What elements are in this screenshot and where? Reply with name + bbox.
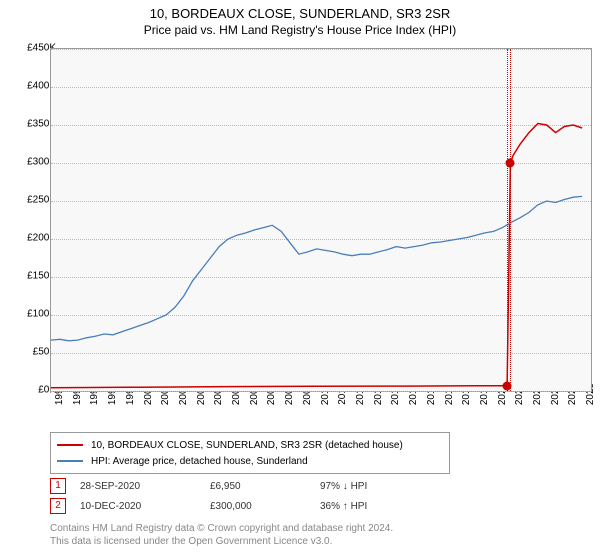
legend-swatch	[57, 444, 83, 446]
legend-label: 10, BORDEAUX CLOSE, SUNDERLAND, SR3 2SR …	[91, 440, 403, 451]
legend-item: HPI: Average price, detached house, Sund…	[57, 453, 443, 469]
transaction-price: £6,950	[210, 481, 320, 492]
transaction-date: 28-SEP-2020	[80, 481, 210, 492]
transaction-badge: 1	[50, 478, 66, 494]
legend-item: 10, BORDEAUX CLOSE, SUNDERLAND, SR3 2SR …	[57, 437, 443, 453]
transaction-diff: 36% ↑ HPI	[320, 501, 430, 512]
footer-line: This data is licensed under the Open Gov…	[50, 535, 393, 548]
transaction-row: 2 10-DEC-2020 £300,000 36% ↑ HPI	[50, 496, 430, 516]
series-hpi	[51, 196, 582, 340]
series-price_paid	[51, 124, 582, 388]
transaction-row: 1 28-SEP-2020 £6,950 97% ↓ HPI	[50, 476, 430, 496]
transaction-price: £300,000	[210, 501, 320, 512]
chart-subtitle: Price paid vs. HM Land Registry's House …	[0, 21, 600, 37]
plot-area: 2	[50, 48, 592, 392]
chart-container: 10, BORDEAUX CLOSE, SUNDERLAND, SR3 2SR …	[0, 0, 600, 560]
transactions-list: 1 28-SEP-2020 £6,950 97% ↓ HPI 2 10-DEC-…	[50, 476, 430, 516]
transaction-diff: 97% ↓ HPI	[320, 481, 430, 492]
transaction-badge: 2	[50, 498, 66, 514]
legend: 10, BORDEAUX CLOSE, SUNDERLAND, SR3 2SR …	[50, 432, 450, 474]
transaction-date: 10-DEC-2020	[80, 501, 210, 512]
chart-title: 10, BORDEAUX CLOSE, SUNDERLAND, SR3 2SR	[0, 0, 600, 21]
legend-label: HPI: Average price, detached house, Sund…	[91, 456, 308, 467]
footer: Contains HM Land Registry data © Crown c…	[50, 522, 393, 548]
footer-line: Contains HM Land Registry data © Crown c…	[50, 522, 393, 535]
legend-swatch	[57, 460, 83, 462]
callout-dot	[506, 159, 515, 168]
